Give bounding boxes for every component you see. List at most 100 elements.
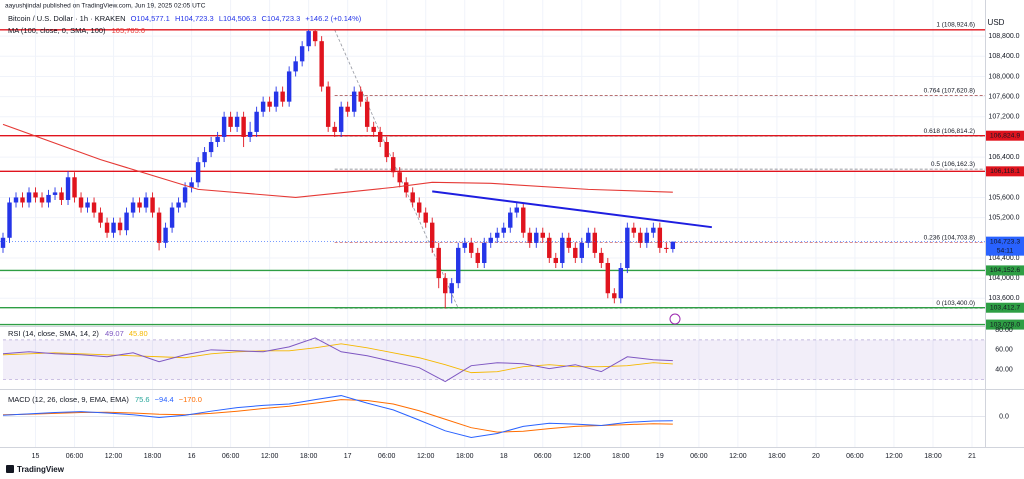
candle-body <box>33 192 38 198</box>
level-price-box <box>986 265 1024 276</box>
macd-signal-line <box>2 399 673 433</box>
candle-body <box>7 202 12 238</box>
candle-body <box>241 116 246 137</box>
y-tick-label: 108,000.0 <box>988 73 1019 80</box>
x-tick-label: 06:00 <box>378 453 396 460</box>
candle-body <box>514 207 519 213</box>
macd-tick-label: 0.0 <box>999 413 1009 420</box>
x-tick-label: 18:00 <box>924 453 942 460</box>
candle-body <box>573 247 578 258</box>
axes <box>0 0 1024 448</box>
candle-body <box>338 106 344 132</box>
x-tick-label: 12:00 <box>417 453 435 460</box>
candle-body <box>247 131 253 137</box>
level-price-label: 104,152.6 <box>990 267 1020 274</box>
candle-body <box>59 192 64 200</box>
x-tick-label: 06:00 <box>534 453 552 460</box>
candle-body <box>449 283 454 294</box>
y-tick-label: 107,600.0 <box>988 93 1019 100</box>
x-tick-label: 15 <box>32 453 40 460</box>
candle-body <box>618 268 624 299</box>
candle-body <box>364 101 370 127</box>
x-tick-label: 06:00 <box>222 453 240 460</box>
x-tick-label: 19 <box>656 453 664 460</box>
ohlc-close: C104,723.3 <box>261 14 300 23</box>
ohlc-high: H104,723.3 <box>175 14 214 23</box>
y-tick-label: 103,600.0 <box>988 295 1019 302</box>
candle-body <box>208 141 214 153</box>
candle-body <box>377 131 383 142</box>
candle-body <box>104 222 110 233</box>
last-price-box <box>986 236 1024 256</box>
macd-value: −94.4 <box>155 395 174 404</box>
candle-body <box>332 126 337 132</box>
macd-line <box>2 395 673 439</box>
candle-body <box>260 101 266 112</box>
candle-body <box>52 192 58 195</box>
level-price-box <box>986 166 1024 177</box>
logo-mark <box>6 465 14 473</box>
candle-body <box>46 194 51 203</box>
candle-body <box>306 31 311 47</box>
candle-body <box>182 187 188 203</box>
candle-body <box>670 241 676 250</box>
candle-body <box>189 182 194 188</box>
candle-body <box>111 222 116 233</box>
candle-body <box>612 293 617 299</box>
level-price-label: 103,412.7 <box>990 305 1020 312</box>
fib-level-label: 0.236 (104,703.8) <box>924 234 975 241</box>
x-tick-label: 12:00 <box>105 453 123 460</box>
ma-legend: MA (100, close, 0, SMA, 100) 105,705.0 <box>8 26 145 35</box>
candle-body <box>130 202 136 213</box>
candle-body <box>599 252 604 263</box>
candle-body <box>65 177 71 200</box>
candle-body <box>117 222 123 231</box>
candle-body <box>72 177 77 198</box>
candle-body <box>592 232 598 253</box>
x-tick-label: 12:00 <box>885 453 903 460</box>
level-price-box <box>986 130 1024 141</box>
candle-body <box>540 232 545 238</box>
candle-body <box>325 86 331 127</box>
y-tick-label: 104,400.0 <box>988 255 1019 262</box>
fib-level-label: 0.5 (106,162.3) <box>931 161 975 168</box>
candle-body <box>150 197 155 213</box>
rsi-band <box>3 339 985 380</box>
candle-body <box>553 257 558 263</box>
candle-body <box>228 116 233 127</box>
rsi-line <box>2 337 673 383</box>
symbol: Bitcoin / U.S. Dollar · 1h · KRAKEN <box>8 14 126 23</box>
x-tick-label: 21 <box>968 453 976 460</box>
candle-body <box>566 237 571 248</box>
candle-body <box>527 232 532 243</box>
candle-body <box>560 237 565 263</box>
candle-body <box>488 237 493 243</box>
marks <box>0 29 985 439</box>
candle-body <box>403 182 409 193</box>
y-tick-label: 104,000.0 <box>988 275 1019 282</box>
candle-body <box>85 202 90 208</box>
y-tick-label: 106,400.0 <box>988 154 1019 161</box>
candle-body <box>456 247 461 284</box>
candle-body <box>98 212 103 223</box>
brand-name: TradingView <box>17 465 65 474</box>
candle-body <box>351 91 357 112</box>
x-tick-label: 17 <box>344 453 352 460</box>
rsi-tick-label: 80.00 <box>995 327 1013 334</box>
event-icon[interactable] <box>669 313 681 325</box>
candle-body <box>358 91 363 102</box>
rsi-value: 49.07 <box>105 329 124 338</box>
candle-body <box>299 46 305 62</box>
candle-body <box>215 136 220 142</box>
candle-body <box>657 227 663 248</box>
candle-body <box>508 212 513 228</box>
candle-body <box>280 91 285 102</box>
last-price-label: 104,723.3 <box>990 238 1020 245</box>
candle-body <box>20 197 25 203</box>
candle-body <box>0 237 6 248</box>
candle-body <box>625 227 630 269</box>
fib-anchor-line <box>334 29 459 309</box>
macd-histogram-value: 75.6 <box>135 395 150 404</box>
candle-body <box>156 212 162 243</box>
ohlc-low: L104,506.3 <box>219 14 257 23</box>
